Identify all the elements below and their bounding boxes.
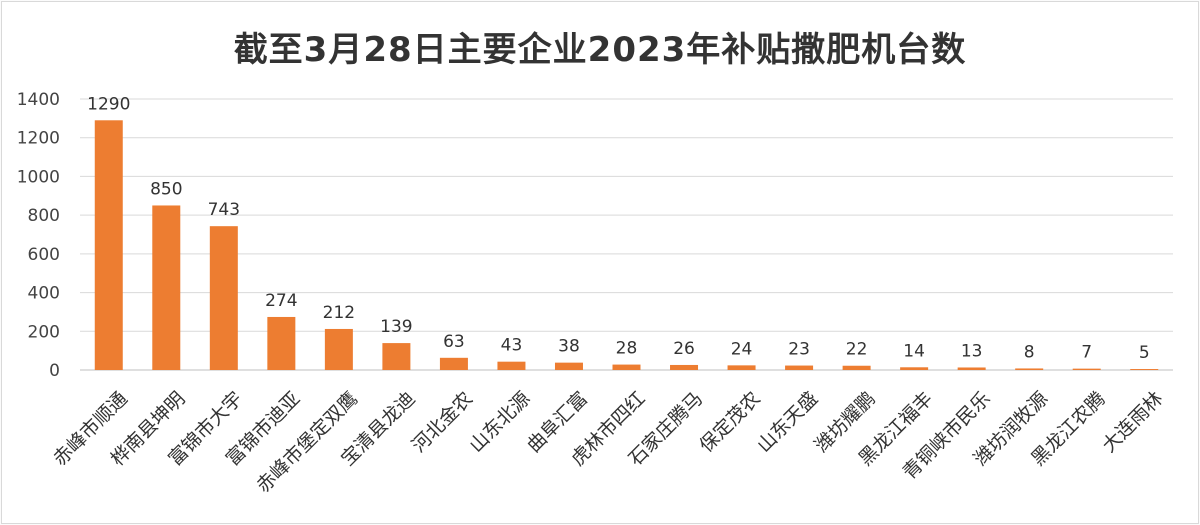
category-label: 河北金农 — [408, 388, 477, 457]
data-label: 28 — [616, 339, 638, 359]
data-label: 5 — [1139, 343, 1150, 363]
bar — [267, 316, 296, 370]
bar — [1015, 368, 1044, 370]
category-label: 山东北源 — [465, 388, 534, 457]
bar — [497, 361, 526, 370]
bar — [1072, 368, 1101, 370]
y-tick-label: 0 — [49, 361, 60, 381]
category-label: 山东天盛 — [753, 388, 822, 457]
bar — [670, 364, 699, 370]
data-label: 23 — [788, 340, 810, 360]
data-label: 26 — [673, 339, 695, 359]
y-tick-label: 1400 — [17, 90, 60, 110]
data-label: 8 — [1024, 342, 1035, 362]
bar — [1130, 369, 1159, 370]
bar — [842, 365, 871, 370]
y-tick-label: 200 — [28, 322, 60, 342]
data-label: 139 — [380, 317, 412, 337]
y-tick-label: 400 — [28, 284, 60, 304]
bar — [727, 365, 756, 370]
bar — [957, 367, 986, 370]
bar — [94, 120, 123, 371]
bar — [439, 357, 468, 370]
data-label: 274 — [265, 291, 297, 311]
bar — [152, 205, 181, 370]
bar — [382, 343, 411, 370]
data-label: 7 — [1081, 343, 1092, 363]
data-label: 63 — [443, 332, 465, 352]
category-label: 赤峰市堡定双鹰 — [252, 388, 362, 498]
data-label: 743 — [208, 200, 240, 220]
data-label: 13 — [961, 341, 983, 361]
data-label: 24 — [731, 339, 753, 359]
y-tick-label: 1000 — [17, 167, 60, 187]
bar — [209, 226, 238, 370]
bar — [324, 328, 353, 370]
data-label: 1290 — [87, 94, 130, 114]
data-label: 212 — [323, 303, 355, 323]
y-tick-label: 600 — [28, 245, 60, 265]
y-tick-label: 1200 — [17, 129, 60, 149]
y-tick-label: 800 — [28, 206, 60, 226]
data-label: 22 — [846, 340, 868, 360]
category-label: 大连雨林 — [1098, 388, 1167, 457]
bar — [612, 364, 641, 370]
category-label: 保定茂农 — [695, 388, 764, 457]
bar — [785, 365, 814, 370]
bar — [900, 367, 929, 370]
chart-title: 截至3月28日主要企业2023年补贴撒肥机台数 — [233, 30, 967, 70]
data-label: 38 — [558, 337, 580, 357]
data-label: 850 — [150, 179, 182, 199]
data-label: 43 — [501, 336, 523, 356]
data-label: 14 — [903, 341, 925, 361]
bar — [554, 362, 583, 370]
